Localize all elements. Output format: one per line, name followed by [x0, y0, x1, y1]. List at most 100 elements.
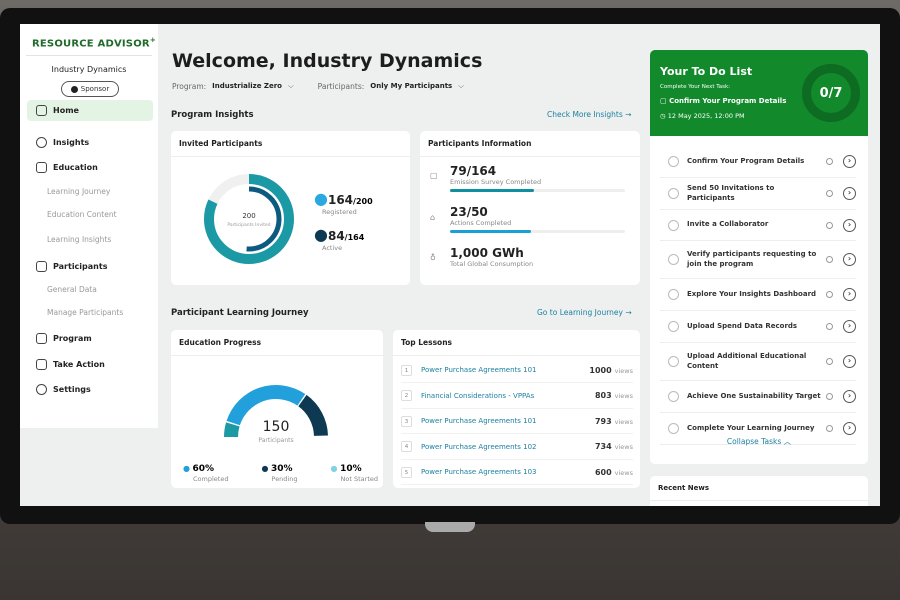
todo-item[interactable]: Upload Additional Educational Content ›: [660, 343, 856, 381]
card-title: Invited Participants: [171, 131, 410, 157]
help-icon[interactable]: [826, 358, 833, 365]
sidebar-item-insights[interactable]: Insights: [27, 132, 153, 153]
todo-item[interactable]: Invite a Collaborator ›: [660, 210, 856, 241]
task-checkbox[interactable]: [668, 289, 679, 300]
task-checkbox[interactable]: [668, 423, 679, 434]
sidebar-item-program[interactable]: Program: [27, 328, 153, 349]
center-label: Participants Invited: [227, 222, 270, 228]
task-checkbox[interactable]: [668, 254, 679, 265]
lesson-title-link[interactable]: Power Purchase Agreements 103: [421, 468, 537, 476]
chevron-right-icon[interactable]: ›: [843, 288, 856, 301]
consumption-stat: 1,000 GWh Total Global Consumption: [450, 246, 534, 268]
legend-item: ● 30% Pending: [261, 464, 298, 483]
chevron-right-icon[interactable]: ›: [843, 187, 856, 200]
collapse-tasks-button[interactable]: Collapse Tasks ︿: [726, 437, 792, 446]
monitor-stand: [425, 522, 475, 532]
chevron-down-icon[interactable]: ⌵: [458, 81, 464, 90]
chart-icon: [36, 137, 47, 148]
role-badge[interactable]: Sponsor: [61, 81, 119, 97]
lesson-row[interactable]: 1 Power Purchase Agreements 101 1000 views: [401, 358, 633, 383]
participants-label: Participants:: [317, 81, 365, 91]
task-checkbox[interactable]: [668, 321, 679, 332]
task-checkbox[interactable]: [668, 188, 679, 199]
chevron-right-icon[interactable]: ›: [843, 155, 856, 168]
task-label: Send 50 Invitations to Participants: [687, 184, 775, 202]
lesson-row[interactable]: 3 Power Purchase Agreements 101 793 views: [401, 409, 633, 434]
sidebar-item-participants[interactable]: Participants: [27, 256, 153, 277]
lesson-row[interactable]: 2 Financial Considerations - VPPAs 803 view…: [401, 384, 633, 409]
center-value: 200: [242, 212, 255, 220]
chevron-right-icon[interactable]: ›: [843, 253, 856, 266]
next-task-link[interactable]: ▢ Confirm Your Program Details: [660, 97, 787, 105]
help-icon[interactable]: [826, 158, 833, 165]
help-icon[interactable]: [826, 221, 833, 229]
active-stat: ●84/164 Active: [314, 225, 365, 252]
sidebar-sub-manage-participants[interactable]: Manage Participants: [47, 308, 124, 317]
help-icon[interactable]: [826, 323, 833, 330]
lesson-row[interactable]: 4 Power Purchase Agreements 102 734 views: [401, 435, 633, 460]
task-label: Complete Your Learning Journey: [687, 423, 815, 432]
help-icon[interactable]: [826, 393, 833, 400]
gauge-segment-pending: [298, 394, 328, 436]
participants-information-card: Participants Information ▢ 79/164 Emissio…: [420, 131, 640, 285]
lesson-row[interactable]: 5 Power Purchase Agreements 103 600 views: [401, 460, 633, 485]
gear-icon: [36, 384, 47, 395]
todo-title: Your To Do List: [660, 65, 753, 78]
task-checkbox[interactable]: [668, 156, 679, 167]
help-icon[interactable]: [826, 190, 833, 197]
lesson-rank: 2: [401, 390, 412, 401]
sidebar-item-home[interactable]: Home: [27, 100, 153, 121]
recent-news-card: Recent News: [650, 476, 868, 506]
help-icon[interactable]: [826, 291, 833, 298]
sidebar-sub-general-data[interactable]: General Data: [47, 285, 97, 294]
lesson-title-link[interactable]: Power Purchase Agreements 101: [421, 417, 537, 425]
chevron-right-icon[interactable]: ›: [843, 218, 856, 232]
program-select[interactable]: Industrialize Zero: [212, 82, 282, 90]
legend-dot: ●: [330, 464, 341, 473]
sidebar-item-settings[interactable]: Settings: [27, 379, 153, 400]
sidebar-sub-education-content[interactable]: Education Content: [47, 210, 117, 219]
sidebar-sub-learning-insights[interactable]: Learning Insights: [47, 235, 112, 244]
todo-item[interactable]: Achieve One Sustainability Target ›: [660, 381, 856, 413]
sidebar-item-take-action[interactable]: Take Action: [27, 354, 153, 375]
todo-item[interactable]: Complete Your Learning Journey ›: [660, 413, 856, 445]
registered-arc: [204, 174, 294, 264]
clipboard-icon: ▢: [660, 97, 670, 105]
section-title: Participant Learning Journey: [171, 308, 309, 318]
help-icon[interactable]: [826, 256, 833, 263]
chevron-right-icon[interactable]: ›: [843, 390, 856, 403]
top-lessons-card: Top Lessons 1 Power Purchase Agreements 1…: [393, 330, 640, 488]
lesson-views: 734 views: [594, 442, 633, 451]
task-label: Verify participants requesting to join t…: [687, 250, 817, 268]
lesson-title-link[interactable]: Power Purchase Agreements 101: [421, 366, 537, 374]
lesson-title-link[interactable]: Financial Considerations - VPPAs: [421, 391, 535, 400]
lesson-views: 600 views: [594, 467, 633, 477]
todo-item[interactable]: Upload Spend Data Records ›: [660, 311, 856, 343]
todo-item[interactable]: Verify participants requesting to join t…: [660, 241, 856, 279]
todo-item[interactable]: Confirm Your Program Details ›: [660, 146, 856, 178]
todo-item[interactable]: Explore Your Insights Dashboard ›: [660, 279, 856, 311]
task-checkbox[interactable]: [668, 391, 679, 402]
check-more-insights-link[interactable]: Check More Insights →: [547, 110, 632, 119]
go-to-learning-journey-link[interactable]: Go to Learning Journey →: [537, 308, 632, 317]
todo-list: Confirm Your Program Details › Send 50 Inv…: [650, 136, 868, 464]
chevron-right-icon[interactable]: ›: [843, 355, 856, 368]
puzzle-icon: [36, 359, 47, 370]
lesson-title-link[interactable]: Power Purchase Agreements 102: [421, 442, 537, 451]
sidebar-item-education[interactable]: Education: [27, 157, 153, 178]
task-checkbox[interactable]: [668, 356, 679, 367]
clock-icon: ◷: [660, 112, 668, 120]
task-checkbox[interactable]: [668, 219, 679, 231]
lesson-rank: 5: [401, 466, 412, 478]
chevron-right-icon[interactable]: ›: [843, 320, 856, 333]
participants-select[interactable]: Only My Participants: [370, 82, 453, 90]
bulb-icon: ♁: [430, 253, 436, 262]
help-icon[interactable]: [826, 425, 833, 432]
sidebar-sub-learning-journey[interactable]: Learning Journey: [47, 187, 111, 196]
arrow-right-icon: →: [625, 110, 632, 119]
arrow-right-icon: →: [625, 308, 632, 317]
chevron-right-icon[interactable]: ›: [843, 422, 856, 435]
chevron-down-icon[interactable]: ⌵: [287, 81, 294, 90]
todo-item[interactable]: Send 50 Invitations to Participants ›: [660, 178, 856, 210]
card-title: Top Lessons: [393, 330, 640, 356]
